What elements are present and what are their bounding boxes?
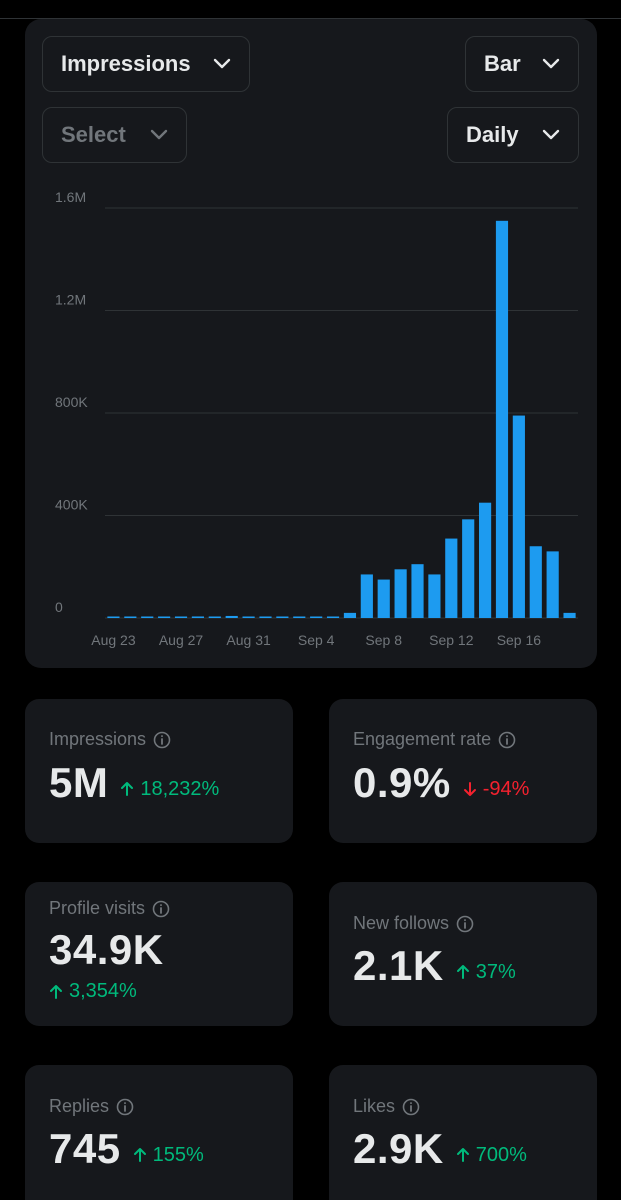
chevron-down-icon (542, 58, 560, 69)
stat-delta: 155% (133, 1144, 204, 1167)
arrow-up-icon (456, 1148, 469, 1162)
info-icon[interactable] (153, 731, 171, 749)
y-tick-label: 1.6M (55, 189, 86, 205)
metric-dropdown[interactable]: Impressions (42, 36, 250, 92)
bar[interactable] (208, 616, 221, 619)
chevron-down-icon (213, 58, 231, 69)
stat-delta: 18,232% (120, 778, 219, 801)
stat-delta: -94% (463, 778, 529, 801)
chevron-down-icon (542, 129, 560, 140)
stat-value: 2.9K (353, 1125, 444, 1172)
compare-dropdown-label: Select (61, 122, 126, 147)
impressions-bar-chart: 0 400K 800K 1.2M 1.6M Aug 23 Aug 27 Aug 31 Sep … (55, 189, 578, 648)
bar[interactable] (158, 616, 171, 619)
stat-value: 745 (49, 1125, 121, 1172)
stat-label: Replies (49, 1096, 110, 1116)
bar[interactable] (141, 616, 154, 619)
x-tick-label: Sep 12 (429, 632, 474, 648)
x-tick-label: Sep 8 (365, 632, 402, 648)
arrow-up-icon (50, 984, 62, 999)
y-tick-label: 0 (55, 599, 63, 615)
bar[interactable] (174, 616, 188, 619)
bar[interactable] (343, 612, 357, 619)
bar[interactable] (495, 220, 509, 618)
top-divider (0, 18, 621, 19)
bar[interactable] (512, 415, 525, 618)
bar[interactable] (107, 616, 120, 619)
bar[interactable] (563, 612, 576, 619)
bar[interactable] (124, 616, 137, 619)
y-tick-label: 800K (55, 394, 88, 410)
bar[interactable] (377, 579, 390, 618)
bar[interactable] (428, 574, 441, 618)
info-icon[interactable] (402, 1098, 420, 1116)
stat-label: Engagement rate (353, 729, 492, 749)
stat-delta: 3,354% (49, 980, 137, 1003)
y-tick-label: 400K (55, 497, 88, 513)
stat-card-engagement-rate[interactable]: Engagement rate 0.9% -94% (329, 699, 597, 843)
stat-label: New follows (353, 913, 450, 933)
bar[interactable] (445, 538, 458, 618)
arrow-up-icon (133, 1148, 146, 1162)
bar[interactable] (394, 569, 407, 618)
stat-value: 34.9K (49, 926, 164, 973)
chart-type-dropdown-label: Bar (484, 51, 521, 76)
bar[interactable] (191, 616, 204, 618)
info-icon[interactable] (152, 900, 170, 918)
metric-dropdown-label: Impressions (61, 51, 191, 76)
bar[interactable] (462, 519, 475, 618)
arrow-up-icon (121, 782, 134, 796)
bar[interactable] (360, 574, 373, 618)
compare-dropdown[interactable]: Select (42, 107, 187, 163)
arrow-down-icon (463, 782, 476, 796)
info-icon[interactable] (116, 1098, 134, 1116)
interval-dropdown-label: Daily (466, 122, 519, 147)
x-tick-label: Sep 16 (497, 632, 542, 648)
info-icon[interactable] (456, 915, 474, 933)
stat-label: Profile visits (49, 898, 146, 918)
bar[interactable] (225, 615, 238, 618)
stat-card-replies[interactable]: Replies 745 155% (25, 1065, 293, 1200)
bar[interactable] (310, 616, 323, 619)
stat-label: Impressions (49, 729, 147, 749)
bar[interactable] (293, 616, 306, 619)
x-tick-label: Sep 4 (298, 632, 335, 648)
bar[interactable] (529, 546, 542, 618)
bar[interactable] (326, 616, 340, 619)
x-tick-label: Aug 31 (226, 632, 271, 648)
stat-card-new-follows[interactable]: New follows 2.1K 37% (329, 882, 597, 1026)
bar[interactable] (546, 551, 559, 619)
stat-value: 0.9% (353, 759, 451, 806)
bar[interactable] (276, 616, 289, 619)
stat-label: Likes (353, 1096, 396, 1116)
arrow-up-icon (456, 965, 469, 979)
bar[interactable] (479, 502, 492, 618)
stat-delta: 37% (456, 961, 516, 984)
x-tick-label: Aug 23 (91, 632, 136, 648)
stat-card-likes[interactable]: Likes 2.9K 700% (329, 1065, 597, 1200)
stat-card-profile-visits[interactable]: Profile visits 34.9K 3,354% (25, 882, 293, 1026)
stat-value: 2.1K (353, 942, 444, 989)
x-tick-label: Aug 27 (159, 632, 204, 648)
bar[interactable] (242, 616, 255, 619)
stat-card-impressions[interactable]: Impressions 5M 18,232% (25, 699, 293, 843)
stat-delta: 700% (456, 1144, 527, 1167)
chart-type-dropdown[interactable]: Bar (465, 36, 579, 92)
bar[interactable] (259, 616, 272, 619)
chevron-down-icon (150, 129, 168, 140)
stat-value: 5M (49, 759, 109, 806)
info-icon[interactable] (498, 731, 516, 749)
y-tick-label: 1.2M (55, 292, 86, 308)
interval-dropdown[interactable]: Daily (447, 107, 579, 163)
bar[interactable] (411, 564, 424, 618)
